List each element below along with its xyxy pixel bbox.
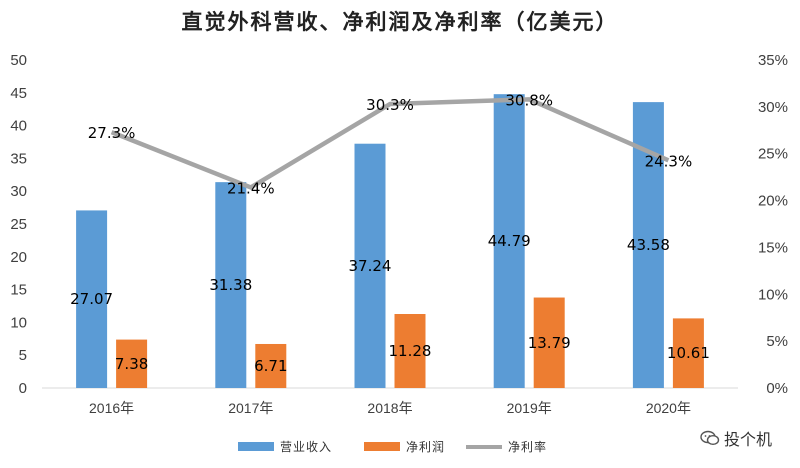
left-tick-label: 40 [10,118,27,135]
chart-title: 直觉外科营收、净利润及净利率（亿美元） [182,9,619,34]
right-tick-label: 20% [758,193,788,210]
profit-bar [255,343,287,388]
profit-bar [116,339,148,388]
legend-label: 营业收入 [280,440,332,454]
left-tick-label: 20 [10,249,27,266]
left-tick-label: 45 [10,85,27,102]
x-tick-label: 2019年 [507,400,552,416]
right-tick-label: 30% [758,99,788,116]
revenue-value-label: 37.24 [349,257,392,275]
line-series [110,97,670,190]
margin-value-label: 27.3% [88,124,136,142]
watermark: 投个机 [700,426,772,450]
profit-value-label: 6.71 [254,357,287,375]
right-tick-label: 25% [758,146,788,163]
right-tick-label: 5% [766,333,788,350]
revenue-value-label: 27.07 [70,290,113,308]
watermark-text: 投个机 [723,430,772,449]
margin-value-label: 30.3% [366,96,414,114]
profit-value-label: 11.28 [389,342,432,360]
left-tick-label: 10 [10,314,27,331]
left-tick-label: 35 [10,150,27,167]
data-labels: 27.07 7.38 31.38 6.71 37.24 11.28 44.79 13.79 43… [70,91,710,375]
legend: 营业收入 净利润 净利率 [238,439,547,454]
x-tick-label: 2016年 [89,400,134,416]
revenue-value-label: 43.58 [627,236,670,254]
legend-swatch [364,442,400,451]
legend-swatch [238,442,274,451]
revenue-bar [493,94,525,388]
right-tick-label: 10% [758,286,788,303]
right-tick-label: 15% [758,239,788,256]
legend-label: 净利润 [406,440,445,454]
legend-label: 净利率 [508,439,547,454]
revenue-bar [354,143,386,388]
profit-value-label: 7.38 [115,355,148,373]
left-tick-label: 0 [19,380,27,397]
left-axis: 0 5 10 15 20 25 30 35 40 45 50 [10,52,27,397]
left-tick-label: 50 [10,52,27,69]
margin-value-label: 21.4% [227,179,275,197]
margin-value-label: 30.8% [505,91,553,109]
left-tick-label: 5 [19,347,27,364]
revenue-value-label: 44.79 [488,232,531,250]
revenue-bar [76,210,108,388]
revenue-bar [215,182,247,388]
left-tick-label: 30 [10,183,27,200]
margin-value-label: 24.3% [645,152,693,170]
wechat-icon [700,430,720,446]
profit-value-label: 13.79 [528,334,571,352]
x-axis: 2016年 2017年 2018年 2019年 2020年 [89,400,691,416]
profit-bar [533,297,565,388]
profit-value-label: 10.61 [667,344,710,362]
profit-bar [394,314,426,388]
right-tick-label: 35% [758,52,788,69]
x-tick-label: 2018年 [367,400,412,416]
revenue-value-label: 31.38 [209,276,252,294]
right-axis: 0% 5% 10% 15% 20% 25% 30% 35% [758,52,788,397]
x-tick-label: 2020年 [646,400,691,416]
x-tick-label: 2017年 [228,400,273,416]
net-margin-line [110,97,670,190]
right-tick-label: 0% [766,380,788,397]
left-tick-label: 25 [10,216,27,233]
left-tick-label: 15 [10,282,27,299]
profit-bar [672,318,704,388]
